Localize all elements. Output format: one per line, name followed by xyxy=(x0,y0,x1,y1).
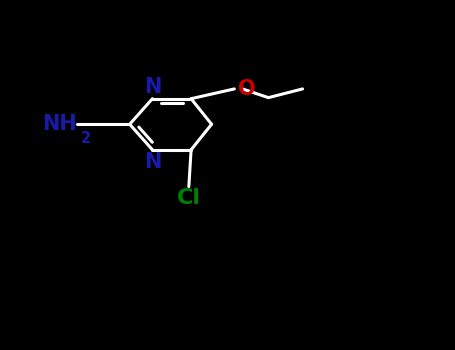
Text: NH: NH xyxy=(42,114,76,134)
Text: O: O xyxy=(238,79,256,99)
Text: N: N xyxy=(144,77,161,97)
Text: N: N xyxy=(144,152,161,172)
Text: Cl: Cl xyxy=(177,188,201,208)
Text: 2: 2 xyxy=(81,131,91,146)
